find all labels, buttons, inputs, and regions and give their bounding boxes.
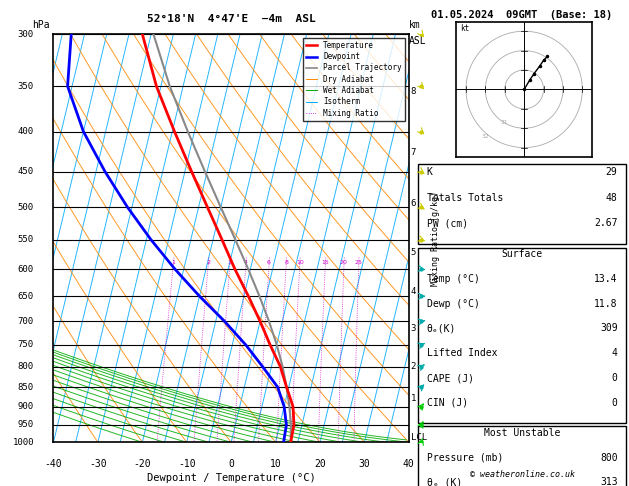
Text: K: K [426,167,433,177]
Text: Lifted Index: Lifted Index [426,348,497,358]
Text: LCL: LCL [411,433,426,442]
Text: 0: 0 [228,459,234,469]
Text: 10: 10 [296,260,304,264]
Text: 15: 15 [321,260,329,264]
Text: 4: 4 [243,260,248,264]
Text: θₑ(K): θₑ(K) [426,324,456,333]
Text: 13.4: 13.4 [594,274,618,284]
Text: 1: 1 [171,260,175,264]
Text: 6: 6 [267,260,271,264]
Text: θₑ (K): θₑ (K) [426,477,462,486]
Legend: Temperature, Dewpoint, Parcel Trajectory, Dry Adiabat, Wet Adiabat, Isotherm, Mi: Temperature, Dewpoint, Parcel Trajectory… [303,38,405,121]
Text: -40: -40 [45,459,62,469]
Text: 8: 8 [411,87,416,96]
Text: PW (cm): PW (cm) [426,218,468,228]
Text: 40: 40 [403,459,415,469]
Text: 3: 3 [411,324,416,333]
Bar [418,248,626,422]
Text: 750: 750 [18,340,34,349]
Text: 2: 2 [411,362,416,371]
Text: 309: 309 [600,324,618,333]
Text: 600: 600 [18,264,34,274]
Text: 2.67: 2.67 [594,218,618,228]
Text: 29: 29 [606,167,618,177]
Text: Dewp (°C): Dewp (°C) [426,299,479,309]
Text: 2: 2 [206,260,210,264]
Text: 3: 3 [228,260,231,264]
Text: 550: 550 [18,235,34,244]
Text: Mixing Ratio (g/kg): Mixing Ratio (g/kg) [431,191,440,286]
Text: 52°18'N  4°47'E  −4m  ASL: 52°18'N 4°47'E −4m ASL [147,14,316,24]
Text: 30: 30 [359,459,370,469]
Text: 900: 900 [18,402,34,411]
Text: 4: 4 [611,348,618,358]
Text: 450: 450 [18,167,34,176]
Text: 650: 650 [18,292,34,301]
Text: 1000: 1000 [13,438,34,447]
Text: 20: 20 [340,260,348,264]
Text: Pressure (mb): Pressure (mb) [426,452,503,463]
Text: 400: 400 [18,127,34,136]
Text: 7: 7 [411,148,416,156]
Text: 350: 350 [18,82,34,91]
Text: km: km [409,20,421,30]
Text: 950: 950 [18,420,34,429]
Text: 850: 850 [18,382,34,392]
Text: 6: 6 [411,199,416,208]
Text: Most Unstable: Most Unstable [484,428,560,438]
Text: -10: -10 [178,459,196,469]
Text: hPa: hPa [32,20,50,30]
Text: 800: 800 [600,452,618,463]
Text: CIN (J): CIN (J) [426,398,468,408]
Text: 700: 700 [18,317,34,326]
Bar [418,164,626,244]
Text: 0: 0 [611,398,618,408]
Text: Surface: Surface [501,249,543,259]
Text: 8: 8 [284,260,288,264]
Text: Dewpoint / Temperature (°C): Dewpoint / Temperature (°C) [147,473,316,483]
Text: 300: 300 [18,30,34,38]
Bar [418,426,626,486]
Text: -20: -20 [133,459,151,469]
Text: 20: 20 [314,459,326,469]
Text: ASL: ASL [409,36,426,46]
Text: 4: 4 [411,288,416,296]
Text: 0: 0 [611,373,618,383]
Text: 313: 313 [600,477,618,486]
Text: 48: 48 [606,192,618,203]
Text: Totals Totals: Totals Totals [426,192,503,203]
Text: 500: 500 [18,203,34,212]
Text: 1: 1 [411,394,416,402]
Text: 25: 25 [355,260,363,264]
Text: Temp (°C): Temp (°C) [426,274,479,284]
Text: 01.05.2024  09GMT  (Base: 18): 01.05.2024 09GMT (Base: 18) [431,10,613,19]
Text: 11.8: 11.8 [594,299,618,309]
Text: 800: 800 [18,362,34,371]
Text: CAPE (J): CAPE (J) [426,373,474,383]
Text: 5: 5 [411,248,416,258]
Text: -30: -30 [89,459,107,469]
Text: © weatheronline.co.uk: © weatheronline.co.uk [470,470,574,479]
Text: 10: 10 [270,459,281,469]
